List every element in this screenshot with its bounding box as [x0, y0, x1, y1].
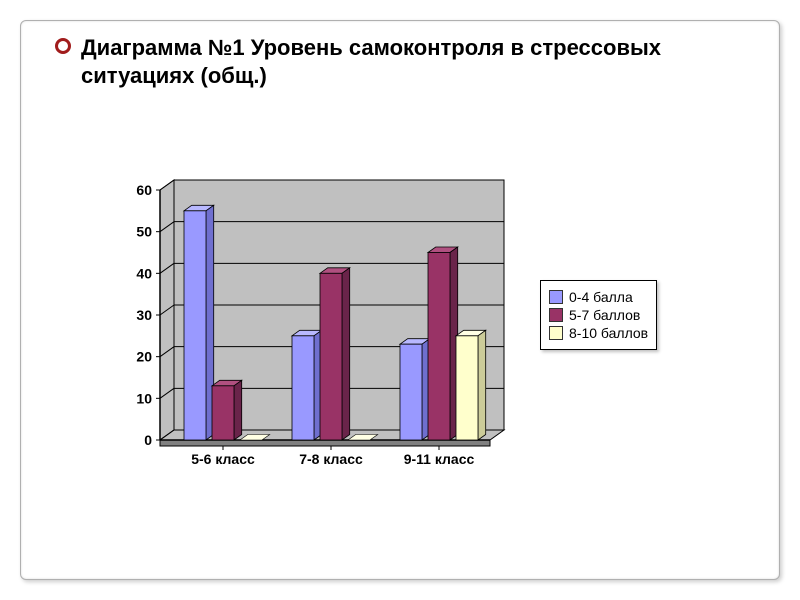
- svg-text:9-11 класс: 9-11 класс: [404, 451, 475, 467]
- legend: 0-4 балла 5-7 баллов 8-10 баллов: [540, 280, 657, 350]
- legend-item: 0-4 балла: [549, 289, 648, 305]
- legend-item: 8-10 баллов: [549, 325, 648, 341]
- title-row: Диаграмма №1 Уровень самоконтроля в стре…: [55, 34, 720, 89]
- svg-text:30: 30: [136, 307, 152, 323]
- svg-text:5-6 класс: 5-6 класс: [191, 451, 255, 467]
- legend-swatch-icon: [549, 308, 563, 322]
- svg-text:7-8 класс: 7-8 класс: [299, 451, 363, 467]
- legend-swatch-icon: [549, 326, 563, 340]
- slide-title: Диаграмма №1 Уровень самоконтроля в стре…: [81, 34, 720, 89]
- svg-text:40: 40: [136, 265, 152, 281]
- legend-label: 0-4 балла: [569, 289, 633, 305]
- chart: 0 10 20 30 40 50 60 5-6 класс 7-8 класс 9-11 клас…: [100, 180, 700, 500]
- svg-text:20: 20: [136, 349, 152, 365]
- legend-label: 8-10 баллов: [569, 325, 648, 341]
- svg-text:50: 50: [136, 224, 152, 240]
- legend-label: 5-7 баллов: [569, 307, 640, 323]
- svg-text:60: 60: [136, 182, 152, 198]
- bullet-icon: [55, 38, 71, 54]
- slide: Диаграмма №1 Уровень самоконтроля в стре…: [0, 0, 800, 600]
- svg-text:0: 0: [144, 432, 152, 448]
- svg-text:10: 10: [136, 390, 152, 406]
- legend-swatch-icon: [549, 290, 563, 304]
- legend-item: 5-7 баллов: [549, 307, 648, 323]
